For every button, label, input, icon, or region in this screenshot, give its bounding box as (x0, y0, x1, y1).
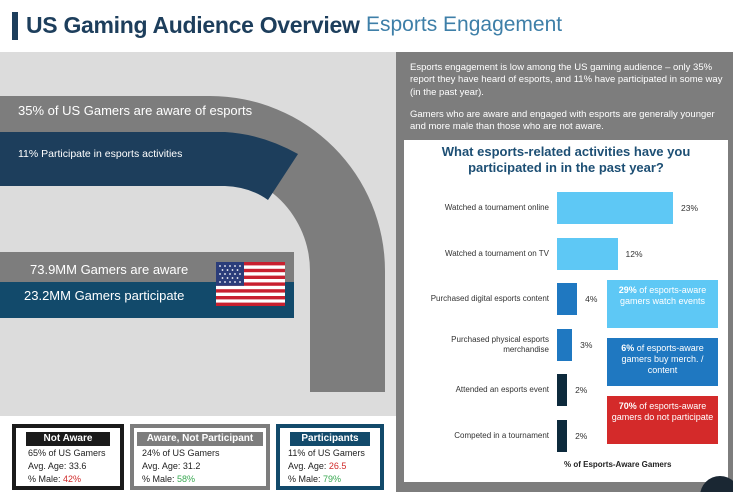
callout-no-participate-pct: 70% (618, 401, 637, 411)
callout-watch-events: 29% of esports-aware gamers watch events (607, 280, 718, 328)
segment-participants-male: % Male: 79% (288, 474, 342, 484)
bar-value-4: 2% (575, 385, 588, 395)
bar-value-0: 23% (681, 203, 699, 213)
page-subtitle: Esports Engagement (366, 13, 563, 36)
segment-aware-male: % Male: 58% (142, 474, 196, 484)
participate-percent-text: 11% Participate in esports activities (18, 148, 183, 160)
segment-participants: Participants 11% of US Gamers Avg. Age: … (276, 424, 384, 490)
segment-not-aware: Not Aware 65% of US Gamers Avg. Age: 33.… (12, 424, 124, 490)
segment-aware-share: 24% of US Gamers (142, 448, 220, 458)
segment-aware-not-participant: Aware, Not Participant 24% of US Gamers … (130, 424, 270, 490)
us-flag-icon (216, 262, 285, 306)
callout-no-participate: 70% of esports-aware gamers do not parti… (607, 396, 718, 444)
segment-participants-label: Participants (290, 432, 370, 446)
callout-no-participate-text: of esports-aware gamers do not participa… (611, 401, 714, 422)
corner-decoration (700, 476, 733, 492)
bar-4 (557, 374, 568, 406)
bar-value-3: 3% (580, 339, 593, 350)
callout-buy-merch: 6% of esports-aware gamers buy merch. / … (607, 338, 718, 386)
participate-count-text: 23.2MM Gamers participate (24, 288, 185, 303)
page-title: US Gaming Audience Overview (26, 12, 360, 38)
awareness-arc-graphic (0, 96, 385, 392)
bar-2 (557, 283, 578, 315)
callout-watch-pct: 29% (618, 285, 637, 295)
title-bar: US Gaming Audience Overview Esports Enga… (0, 0, 733, 52)
intro-paragraph-2: Gamers who are aware and engaged with es… (410, 109, 715, 133)
bar-label-1: Watched a tournament on TV (444, 248, 549, 258)
callout-watch-text: of esports-aware gamers watch events (619, 285, 707, 306)
segment-participants-age: Avg. Age: 26.5 (288, 461, 347, 471)
navy-band (0, 132, 298, 200)
bar-1 (557, 237, 618, 270)
segment-not-aware-share: 65% of US Gamers (28, 448, 106, 458)
bar-value-2: 4% (585, 294, 598, 304)
bar-5 (557, 419, 568, 452)
callout-merch-pct: 6% (621, 343, 635, 353)
segment-participants-share: 11% of US Gamers (288, 448, 365, 458)
bar-label-0: Watched a tournament online (444, 203, 549, 212)
segment-aware-label: Aware, Not Participant (137, 432, 263, 446)
callout-merch-text: of esports-aware gamers buy merch. / con… (621, 343, 704, 375)
bar-label-4: Attended an esports event (455, 385, 549, 394)
segment-aware-age: Avg. Age: 31.2 (142, 461, 201, 471)
segment-not-aware-male: % Male: 42% (28, 474, 82, 484)
bar-3 (557, 328, 573, 361)
bar-label-3: Purchased physical esports merchandise (451, 334, 549, 354)
bar-label-2: Purchased digital esports content (430, 294, 549, 303)
segment-not-aware-age: Avg. Age: 33.6 (28, 461, 87, 471)
chart-title: What esports-related activities have you… (441, 144, 691, 175)
chart-x-axis-label: % of Esports-Aware Gamers (564, 460, 672, 469)
bar-value-5: 2% (575, 430, 588, 441)
bar-label-5: Competed in a tournament (454, 430, 549, 440)
title-accent-bar (12, 12, 18, 40)
aware-percent-text: 35% of US Gamers are aware of esports (18, 103, 253, 118)
intro-paragraph-1: Esports engagement is low among the US g… (410, 62, 723, 98)
bar-value-1: 12% (625, 248, 643, 259)
bar-0 (557, 192, 673, 224)
segment-not-aware-label: Not Aware (26, 432, 110, 446)
aware-count-text: 73.9MM Gamers are aware (30, 262, 189, 277)
